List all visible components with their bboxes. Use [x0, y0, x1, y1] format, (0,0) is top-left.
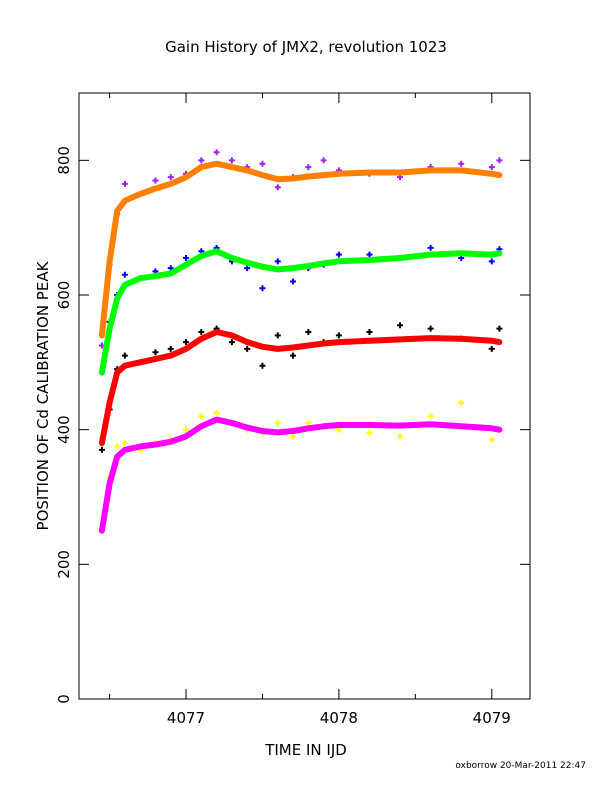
scatter-point	[488, 345, 495, 352]
scatter-point	[259, 160, 266, 167]
scatter-point	[366, 251, 373, 258]
trend-line	[98, 416, 503, 534]
scatter-point	[167, 345, 174, 352]
scatter-point	[152, 177, 159, 184]
scatter-point	[274, 419, 281, 426]
plot-frame	[78, 92, 531, 700]
x-tick-label: 4079	[473, 709, 511, 727]
y-tick-label: 400	[55, 415, 73, 444]
x-axis-label: TIME IN IJD	[264, 741, 347, 759]
scatter-point	[244, 265, 251, 272]
scatter-point	[198, 329, 205, 336]
series-3	[98, 322, 503, 453]
y-axis: 0 200 400 600 800	[55, 146, 530, 704]
scatter-point	[458, 399, 465, 406]
scatter-point	[198, 413, 205, 420]
scatter-point	[114, 443, 121, 450]
scatter-point	[274, 258, 281, 265]
scatter-point	[458, 160, 465, 167]
scatter-point	[167, 174, 174, 181]
scatter-point	[320, 157, 327, 164]
y-tick-label: 600	[55, 281, 73, 310]
series-layer	[98, 149, 503, 534]
scatter-point	[290, 352, 297, 359]
scatter-point	[488, 258, 495, 265]
scatter-point	[335, 251, 342, 258]
series-1	[98, 149, 503, 349]
y-tick-label: 200	[55, 550, 73, 579]
x-axis: 4077 4078 4079	[109, 93, 511, 727]
scatter-point	[305, 329, 312, 336]
x-tick-label: 4078	[320, 709, 358, 727]
series-4	[98, 399, 503, 534]
scatter-point	[366, 329, 373, 336]
scatter-point	[496, 157, 503, 164]
trend-line	[98, 248, 503, 376]
scatter-point	[244, 345, 251, 352]
scatter-point	[213, 409, 220, 416]
scatter-point	[305, 419, 312, 426]
scatter-point	[228, 157, 235, 164]
scatter-point	[427, 413, 434, 420]
scatter-point	[290, 278, 297, 285]
scatter-point	[290, 433, 297, 440]
y-tick-label: 0	[55, 694, 73, 704]
scatter-point	[397, 322, 404, 329]
scatter-point	[121, 271, 128, 278]
scatter-point	[259, 362, 266, 369]
scatter-point	[183, 254, 190, 261]
scatter-point	[121, 352, 128, 359]
trend-line	[98, 329, 503, 447]
scatter-point	[228, 339, 235, 346]
scatter-point	[183, 426, 190, 433]
scatter-point	[366, 430, 373, 437]
scatter-point	[305, 164, 312, 171]
scatter-point	[152, 349, 159, 356]
scatter-point	[121, 440, 128, 447]
scatter-point	[213, 149, 220, 156]
y-axis-label: POSITION OF Cd CALIBRATION PEAK	[34, 260, 52, 530]
scatter-point	[198, 157, 205, 164]
scatter-point	[335, 332, 342, 339]
scatter-point	[274, 332, 281, 339]
series-2	[98, 244, 503, 376]
trend-line	[98, 160, 503, 339]
chart-title: Gain History of JMX2, revolution 1023	[165, 38, 447, 56]
scatter-point	[427, 244, 434, 251]
scatter-point	[427, 325, 434, 332]
scatter-point	[496, 325, 503, 332]
scatter-point	[274, 184, 281, 191]
y-tick-label: 800	[55, 146, 73, 175]
scatter-point	[488, 164, 495, 171]
scatter-point	[98, 446, 105, 453]
scatter-point	[397, 433, 404, 440]
scatter-point	[488, 436, 495, 443]
scatter-point	[121, 180, 128, 187]
scatter-point	[183, 339, 190, 346]
x-tick-label: 4077	[167, 709, 205, 727]
scatter-point	[259, 285, 266, 292]
footer-credit: oxborrow 20-Mar-2011 22:47	[455, 761, 586, 771]
